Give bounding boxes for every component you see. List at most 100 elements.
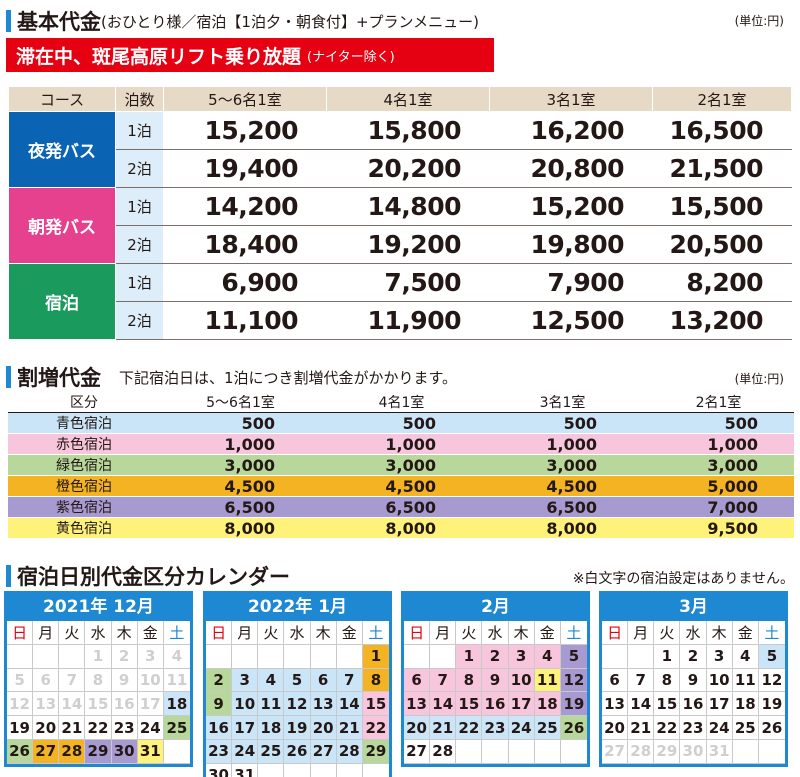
section-basic-price-header: 基本代金 (おひとり様／宿泊【1泊夕・朝食付】+プランメニュー) [6,6,479,36]
section-calendar-header: 宿泊日別代金区分カレンダー [6,561,290,591]
weekday-label: 日 [602,621,629,645]
course-label: 夜発バス [8,111,116,188]
weekday-label: 土 [758,621,785,645]
calendar-day: 11 [258,692,285,717]
calendar-day: 18 [163,692,190,717]
surcharge-value: 3,000 [482,454,643,476]
calendar-day: 25 [163,716,190,740]
calendar-day: 12 [758,669,785,693]
calendar-day: 8 [362,668,389,693]
section-subtitle: (おひとり様／宿泊【1泊夕・朝食付】+プランメニュー) [101,12,479,31]
weekday-label: 土 [362,621,389,645]
surcharge-table-header: 区分 5〜6名1室 4名1室 3名1室 2名1室 [8,392,794,413]
weekday-label: 木 [706,621,733,645]
header-cell: 3名1室 [482,392,643,413]
weekday-label: 火 [654,621,681,645]
calendar-day: 16 [111,692,138,717]
surcharge-value: 8,000 [321,517,482,539]
calendar-day: 14 [336,692,363,717]
section-title: 割増代金 [17,366,101,390]
calendar-day [363,764,389,777]
calendar-day: 18 [534,692,561,717]
calendar-day [284,763,311,777]
calendar-day [628,644,655,669]
calendar-month-title: 2022年 1月 [206,594,389,621]
calendar-day: 28 [628,739,655,764]
calendar-day [7,644,34,669]
header-cell: 4名1室 [321,392,482,413]
month-calendar: 2021年 12月日月火水木金土 1 2 3 4 5 6 7 8 9 10 11 12 13 14 15 16 1… [4,591,193,767]
section-surcharge-header: 割増代金 下記宿泊日は、1泊につき割増代金がかかります。 [6,362,457,392]
calendar-day: 13 [310,692,337,717]
lift-banner: 滞在中、斑尾高原リフト乗り放題 (ナイター除く) [6,38,494,72]
calendar-day: 3 [137,644,164,669]
weekday-label: 日 [404,621,431,645]
calendar-day: 24 [706,716,733,740]
calendar-day: 1 [654,644,681,669]
calendar-day: 17 [137,692,164,717]
calendar-day: 17 [508,692,535,717]
calendar-day: 27 [310,739,337,764]
price-cell: 21,500 [652,149,792,188]
nights-label: 1泊 [115,263,164,302]
surcharge-value: 3,000 [160,454,321,476]
calendar-day: 23 [482,716,509,740]
calendar-day: 9 [482,668,509,693]
calendar-day: 16 [482,692,509,717]
weekday-label: 水 [284,621,311,645]
calendar-day [758,740,785,764]
calendar-note: ※白文字の宿泊設定はありません。 [572,571,794,587]
calendar-day [163,740,190,764]
surcharge-value: 4,500 [321,475,482,497]
calendar-day: 12 [7,692,34,717]
calendar-day: 6 [404,668,431,693]
calendar-grid: 日月火水木金土 1 2 3 4 5 6 7 8 9 10 11 12 13 14 15 16 17 18 19 20 21… [7,621,190,764]
calendar-month-title: 2月 [404,594,587,621]
calendar-day: 15 [85,692,112,717]
weekday-label: 火 [59,621,86,645]
section-title: 基本代金 [17,10,101,34]
calendar-day [310,644,337,669]
calendar-day [206,644,233,669]
calendar-day: 24 [508,716,535,740]
calendar-day: 5 [758,644,785,669]
weekday-label: 月 [33,621,60,645]
calendar-day: 17 [706,692,733,717]
calendar-day: 3 [232,668,259,693]
surcharge-value: 6,500 [321,496,482,518]
calendar-day [336,644,363,669]
calendar-day: 12 [560,668,587,693]
calendar-day: 1 [456,644,483,669]
calendar-day: 26 [758,716,785,740]
header-cell: 5〜6名1室 [160,392,321,413]
calendar-day: 20 [33,716,60,740]
weekday-label: 金 [732,621,759,645]
calendar-month-title: 2021年 12月 [7,594,190,621]
price-table-header: コース 泊数 5〜6名1室 4名1室 3名1室 2名1室 [8,86,792,112]
calendar-day: 19 [7,716,34,740]
price-cell: 11,900 [326,301,490,340]
calendar-day: 23 [680,716,707,740]
price-cell: 15,200 [163,111,327,150]
calendar-day: 11 [732,668,759,693]
surcharge-value: 7,000 [643,496,794,518]
surcharge-value: 8,000 [482,517,643,539]
calendar-day: 25 [258,739,285,764]
calendar-day: 29 [362,739,389,764]
surcharge-value: 500 [643,412,794,434]
calendar-day: 22 [362,716,389,740]
surcharge-label: 青色宿泊 [8,412,160,434]
surcharge-value: 1,000 [160,433,321,455]
surcharge-label: 緑色宿泊 [8,454,160,476]
nights-label: 2泊 [115,301,164,340]
price-cell: 19,800 [489,225,653,264]
calendar-day [311,763,337,777]
calendar-day: 14 [628,692,655,717]
calendar-day: 5 [284,668,311,693]
price-cell: 18,400 [163,225,327,264]
calendar-day: 13 [602,692,629,717]
calendar-day: 14 [430,692,457,717]
month-calendar: 3月日月火水木金土 1 2 3 4 5 6 7 8 9 10 11 12 13 14 15 16 17 18 19 20… [599,591,788,767]
calendar-day [284,644,311,669]
weekday-label: 木 [508,621,535,645]
